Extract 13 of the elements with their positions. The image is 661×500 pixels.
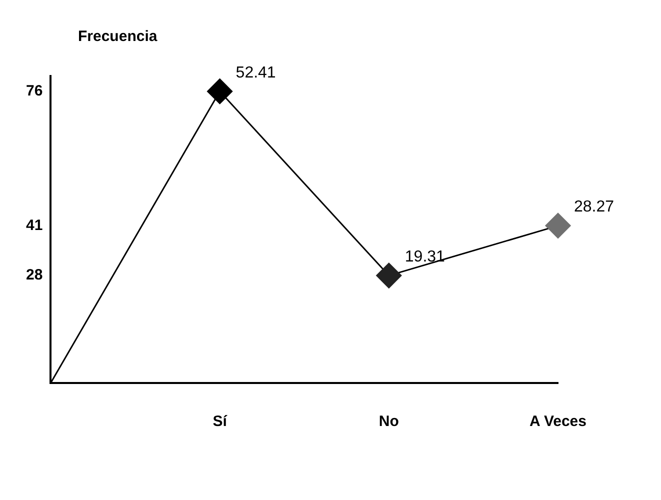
y-axis-title: Frecuencia [78,28,158,45]
x-tick-label: No [378,413,399,430]
annotation: 52.41 [236,64,276,82]
point [207,78,233,104]
annotation: 28.27 [574,198,614,216]
y-tick-label: 41 [26,216,43,234]
point [545,212,571,238]
y-tick-label: 76 [26,82,43,100]
x-tick-label: Sí [212,413,228,430]
annotation: 19.31 [404,248,446,266]
point [376,262,402,288]
y-tick-label: 28 [26,266,43,284]
x-tick-label: A Veces [530,413,586,430]
